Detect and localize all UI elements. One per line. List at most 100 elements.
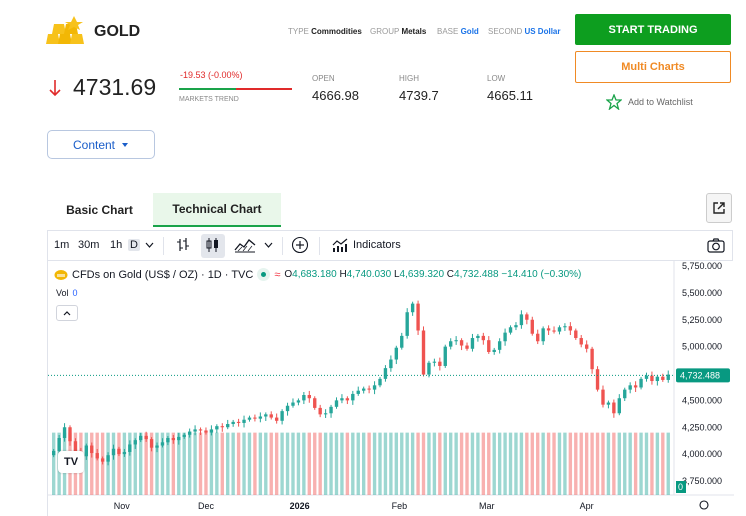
volume-bar bbox=[177, 432, 181, 495]
candle-body bbox=[666, 374, 670, 380]
volume-bar bbox=[274, 432, 279, 495]
tab-basic-chart[interactable]: Basic Chart bbox=[66, 203, 133, 217]
volume-bar bbox=[285, 432, 290, 495]
open-value: 4666.98 bbox=[312, 88, 359, 103]
volume-bar bbox=[644, 432, 649, 495]
interval-30m[interactable]: 30m bbox=[78, 239, 100, 251]
volume-bar bbox=[362, 432, 366, 495]
candle-body bbox=[73, 441, 78, 452]
candle-body bbox=[389, 359, 393, 369]
volume-bar bbox=[470, 432, 475, 495]
x-tick-label: Mar bbox=[479, 501, 495, 511]
candle-body bbox=[470, 338, 475, 349]
candle-body bbox=[623, 389, 627, 399]
candle-body bbox=[617, 398, 621, 414]
x-tick-label: Dec bbox=[198, 501, 215, 511]
volume-bar bbox=[389, 432, 393, 495]
candle-body bbox=[508, 327, 513, 333]
tab-technical-chart[interactable]: Technical Chart bbox=[153, 193, 281, 227]
indicators-icon[interactable] bbox=[331, 236, 349, 254]
candle-body bbox=[487, 340, 491, 352]
volume-bar bbox=[198, 432, 203, 495]
settings-gear-icon[interactable] bbox=[699, 500, 709, 510]
camera-icon[interactable] bbox=[706, 236, 726, 254]
candle-body bbox=[557, 327, 562, 332]
interval-menu-chevron-icon[interactable] bbox=[145, 242, 154, 248]
candle-body bbox=[432, 361, 437, 363]
candle-body bbox=[606, 402, 611, 405]
candle-body bbox=[546, 328, 551, 331]
volume-bar bbox=[209, 432, 214, 495]
candle-body bbox=[253, 417, 257, 419]
candle-body bbox=[269, 414, 273, 418]
start-trading-button[interactable]: START TRADING bbox=[575, 14, 731, 45]
candle-body bbox=[563, 326, 567, 328]
collapse-legend-button[interactable] bbox=[56, 305, 78, 321]
volume-bar bbox=[661, 432, 665, 495]
volume-bar bbox=[383, 432, 388, 495]
candle-body bbox=[356, 390, 360, 394]
volume-bar bbox=[258, 432, 263, 495]
volume-bar bbox=[400, 432, 404, 495]
candle-body bbox=[579, 338, 583, 345]
compare-bars-icon[interactable] bbox=[174, 236, 192, 254]
candles-icon[interactable] bbox=[204, 236, 222, 254]
candle-body bbox=[117, 448, 121, 455]
candle-body bbox=[362, 388, 366, 391]
chart-type-chevron-icon[interactable] bbox=[264, 242, 273, 248]
candle-body bbox=[313, 398, 317, 408]
volume-bar bbox=[590, 432, 594, 495]
candle-body bbox=[247, 417, 252, 420]
volume-bar bbox=[296, 432, 301, 495]
open-label: OPEN bbox=[312, 74, 335, 83]
volume-bar bbox=[247, 432, 252, 495]
volume-bar bbox=[149, 432, 154, 495]
y-tick-label: 4,000.000 bbox=[682, 449, 722, 459]
add-indicator-plus-icon[interactable] bbox=[291, 236, 309, 254]
candle-body bbox=[476, 335, 480, 339]
volume-bar bbox=[193, 432, 197, 495]
candle-body bbox=[421, 330, 426, 375]
volume-bar bbox=[568, 432, 573, 495]
add-to-watchlist-button[interactable]: Add to Watchlist bbox=[606, 94, 693, 110]
candle-body bbox=[639, 378, 643, 388]
volume-bar bbox=[367, 432, 371, 495]
content-dropdown[interactable]: Content bbox=[47, 130, 155, 159]
volume-bar bbox=[655, 432, 660, 495]
candle-body bbox=[133, 440, 137, 445]
candle-body bbox=[193, 429, 197, 432]
candle-body bbox=[661, 376, 665, 380]
volume-bar bbox=[476, 432, 480, 495]
area-chart-icon[interactable] bbox=[234, 236, 256, 254]
markets-trend-bar bbox=[179, 88, 292, 90]
low-value: 4665.11 bbox=[487, 88, 534, 103]
meta-base: BASE Gold bbox=[437, 27, 479, 36]
legend-symbol: CFDs on Gold (US$ / OZ) · 1D · TVC bbox=[72, 268, 254, 281]
candle-body bbox=[68, 427, 72, 442]
volume-bar bbox=[541, 432, 545, 495]
interval-1h[interactable]: 1h bbox=[110, 239, 123, 251]
volume-bar bbox=[307, 432, 311, 495]
volume-bar bbox=[449, 432, 453, 495]
volume-bar bbox=[623, 432, 627, 495]
open-external-button[interactable] bbox=[706, 193, 732, 223]
volume-bar bbox=[323, 432, 328, 495]
volume-bar bbox=[612, 432, 616, 495]
volume-bar bbox=[84, 432, 89, 495]
volume-bar bbox=[242, 432, 246, 495]
interval-1m[interactable]: 1m bbox=[54, 239, 70, 251]
indicators-button[interactable]: Indicators bbox=[353, 239, 401, 251]
candle-body bbox=[601, 389, 605, 405]
candle-body bbox=[497, 341, 502, 350]
y-tick-label: 4,250.000 bbox=[682, 422, 722, 432]
chart-legend: CFDs on Gold (US$ / OZ) · 1D · TVC ≈ O4,… bbox=[54, 268, 581, 281]
interval-d[interactable]: D bbox=[128, 239, 140, 251]
volume-bar bbox=[666, 432, 670, 495]
multi-charts-button[interactable]: Multi Charts bbox=[575, 51, 731, 83]
volume-bar bbox=[508, 432, 513, 495]
price-chart[interactable]: 5,750.0005,500.0005,250.0005,000.0004,75… bbox=[48, 261, 734, 516]
chevron-up-icon bbox=[63, 310, 71, 315]
meta-group: GROUP Metals bbox=[370, 27, 427, 36]
candle-body bbox=[166, 438, 170, 443]
chart-toolbar: 1m 30m 1h D Indicators bbox=[48, 231, 732, 261]
